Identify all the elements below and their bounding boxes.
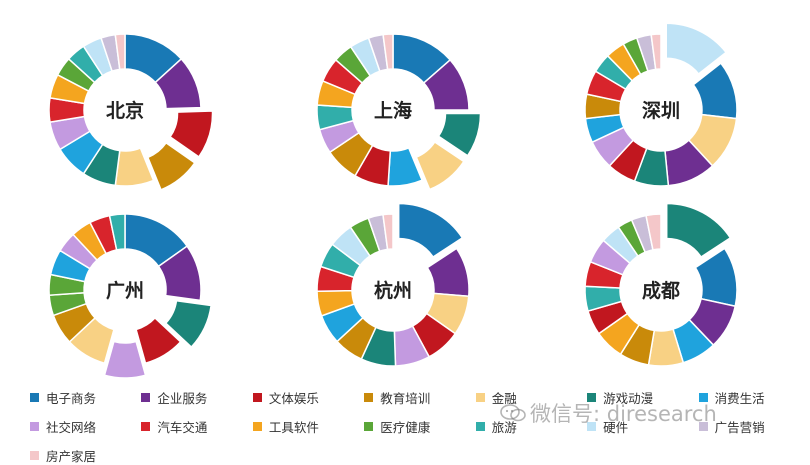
legend-swatch — [475, 393, 485, 402]
donut-3: 深圳 — [584, 22, 738, 187]
donut-5: 杭州 — [316, 202, 470, 367]
legend-item: 广告营销 — [689, 417, 800, 436]
legend-swatch — [587, 393, 597, 402]
legend-swatch — [30, 422, 39, 431]
watermark: 微信号: diresearch — [500, 398, 717, 428]
donut-slice — [169, 110, 214, 158]
donut-slice — [146, 141, 196, 191]
donut-1: 北京 — [48, 33, 214, 191]
donut-slice — [387, 146, 424, 187]
donut-4: 广州 — [48, 213, 212, 379]
legend-label: 游戏动漫 — [603, 391, 654, 406]
legend-item: 文体娱乐 — [243, 388, 354, 407]
legend-swatch — [698, 393, 708, 402]
legend-item: 游戏动漫 — [577, 388, 688, 407]
donut-slice — [108, 213, 126, 251]
legend-item: 社交网络 — [20, 417, 131, 436]
donut-slice — [114, 147, 155, 187]
legend-label: 消费生活 — [714, 391, 765, 406]
city-label: 成都 — [642, 279, 680, 302]
city-label: 杭州 — [374, 279, 412, 302]
donut-slice — [665, 22, 728, 75]
legend-swatch — [475, 422, 485, 431]
donut-slice — [382, 213, 394, 251]
donut-slice — [437, 112, 482, 157]
legend-item: 消费生活 — [689, 388, 800, 407]
legend-swatch — [141, 422, 151, 431]
donut-slice — [650, 33, 662, 71]
donut-slice — [103, 340, 147, 379]
watermark-text: 微信号: diresearch — [530, 402, 717, 426]
legend-swatch — [30, 393, 39, 402]
city-label: 上海 — [374, 99, 412, 122]
legend-label: 硬件 — [603, 420, 629, 435]
legend-item: 工具软件 — [243, 417, 354, 436]
legend-item: 企业服务 — [131, 388, 242, 407]
donut-slice — [135, 316, 182, 365]
donut-slice — [157, 245, 202, 302]
legend-label: 广告营销 — [714, 420, 765, 435]
legend-label: 教育培训 — [380, 391, 431, 406]
legend-item: 汽车交通 — [131, 417, 242, 436]
donut-slice — [422, 58, 470, 111]
legend-item: 医疗健康 — [354, 417, 465, 436]
legend-item: 金融 — [466, 388, 577, 407]
legend-label: 电子商务 — [46, 391, 97, 406]
legend-label: 文体娱乐 — [268, 391, 319, 406]
legend-item: 电子商务 — [20, 388, 131, 407]
donut-slice — [665, 202, 732, 259]
donut-slice — [164, 299, 212, 349]
donut-slice — [154, 57, 202, 110]
donut-slice — [415, 141, 465, 191]
legend-item: 教育培训 — [354, 388, 465, 407]
legend-item: 旅游 — [466, 417, 577, 436]
legend: 电子商务 企业服务 文体娱乐 教育培训 金融 游戏动漫 消费生活社交网络 汽车交通 工具软件 医疗… — [20, 388, 800, 465]
legend-label: 医疗健康 — [380, 420, 431, 435]
legend-swatch — [252, 422, 262, 431]
legend-label: 企业服务 — [157, 391, 208, 406]
legend-swatch — [587, 422, 597, 431]
city-label: 深圳 — [642, 99, 680, 122]
legend-item: 硬件 — [577, 417, 688, 436]
donut-slice — [382, 33, 394, 71]
legend-label: 社交网络 — [46, 420, 97, 435]
legend-label: 旅游 — [491, 420, 517, 435]
legend-swatch — [364, 393, 374, 402]
donut-slice — [114, 33, 126, 71]
donut-2: 上海 — [316, 33, 482, 191]
legend-swatch — [141, 393, 151, 402]
legend-swatch — [698, 422, 708, 431]
donut-6: 成都 — [584, 202, 738, 367]
legend-swatch — [252, 393, 262, 402]
legend-label: 汽车交通 — [157, 420, 208, 435]
city-label: 广州 — [106, 279, 144, 302]
legend-swatch — [364, 422, 374, 431]
wechat-icon — [500, 404, 526, 422]
legend-label: 金融 — [491, 391, 517, 406]
donut-slice — [397, 202, 464, 259]
city-label: 北京 — [106, 99, 144, 122]
donut-slice — [645, 213, 662, 251]
legend-label: 工具软件 — [268, 420, 319, 435]
